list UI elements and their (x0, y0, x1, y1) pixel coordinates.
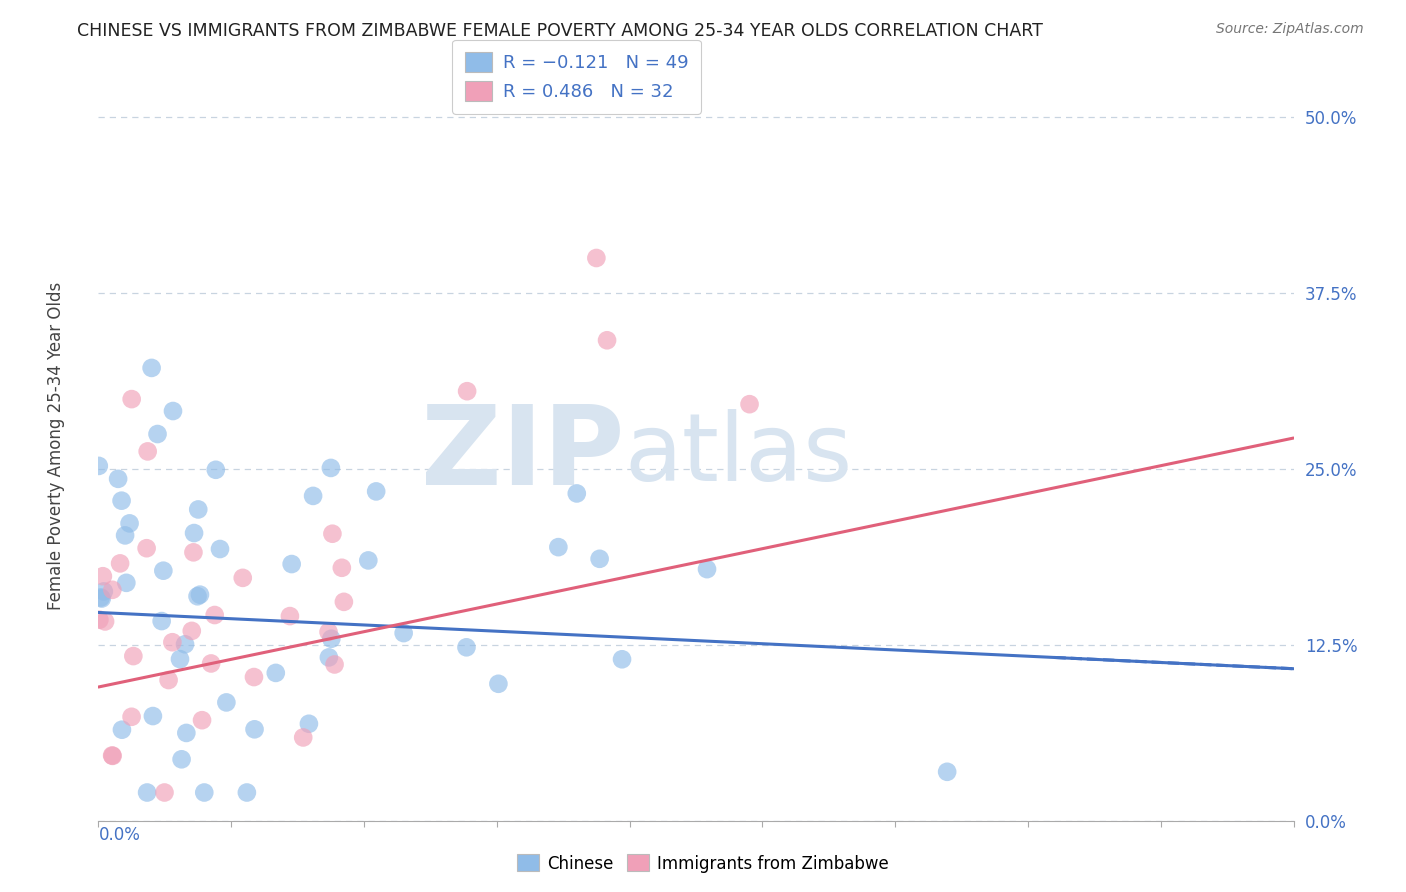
Point (122, 649, 145, 664)
Point (298, 716, 321, 731)
Point (565, 486, 588, 500)
Point (135, 541, 157, 556)
Point (243, 723, 266, 737)
Point (107, 472, 129, 486)
Point (215, 695, 238, 709)
Point (142, 709, 165, 723)
Point (89, 613, 111, 627)
Point (157, 673, 180, 687)
Point (936, 764, 959, 779)
Point (321, 632, 343, 646)
Point (236, 785, 259, 799)
Point (114, 528, 136, 542)
Point (136, 444, 159, 458)
Point (111, 723, 134, 737)
Point (323, 657, 346, 672)
Text: Source: ZipAtlas.com: Source: ZipAtlas.com (1216, 22, 1364, 37)
Point (585, 251, 607, 265)
Point (333, 595, 356, 609)
Point (110, 493, 132, 508)
Point (596, 333, 619, 347)
Point (169, 652, 191, 666)
Point (136, 785, 159, 799)
Point (141, 360, 163, 375)
Point (321, 526, 343, 541)
Point (170, 752, 193, 766)
Point (162, 404, 184, 418)
Point (162, 635, 184, 649)
Point (108, 557, 131, 571)
Point (101, 582, 124, 597)
Point (243, 670, 266, 684)
Point (486, 677, 509, 691)
Point (121, 710, 143, 724)
Point (94, 615, 117, 629)
Point (174, 637, 197, 651)
Text: 0.0%: 0.0% (98, 827, 141, 845)
Point (101, 748, 124, 763)
Point (188, 588, 211, 602)
Point (193, 785, 215, 799)
Point (738, 397, 761, 411)
Point (208, 541, 231, 556)
Point (456, 640, 478, 655)
Point (330, 561, 353, 575)
Point (610, 652, 633, 666)
Point (121, 392, 143, 406)
Point (232, 571, 254, 585)
Point (318, 624, 340, 639)
Point (115, 575, 138, 590)
Point (180, 624, 202, 638)
Point (152, 564, 174, 578)
Point (547, 540, 569, 554)
Point (146, 427, 169, 442)
Text: ZIP: ZIP (420, 401, 624, 508)
Text: atlas: atlas (624, 409, 852, 501)
Point (87, 458, 110, 473)
Legend: R = −0.121   N = 49, R = 0.486   N = 32: R = −0.121 N = 49, R = 0.486 N = 32 (453, 40, 700, 114)
Point (200, 657, 222, 671)
Point (118, 516, 141, 531)
Point (204, 607, 226, 622)
Point (204, 463, 226, 477)
Point (302, 489, 325, 503)
Point (150, 614, 173, 628)
Legend: Chinese, Immigrants from Zimbabwe: Chinese, Immigrants from Zimbabwe (510, 847, 896, 880)
Point (153, 785, 176, 799)
Point (392, 626, 415, 640)
Point (696, 562, 718, 576)
Point (176, 726, 198, 740)
Point (183, 526, 205, 541)
Point (278, 609, 301, 624)
Point (90, 591, 112, 606)
Point (186, 589, 208, 603)
Point (357, 553, 380, 567)
Point (588, 551, 610, 566)
Point (191, 713, 214, 727)
Text: CHINESE VS IMMIGRANTS FROM ZIMBABWE FEMALE POVERTY AMONG 25-34 YEAR OLDS CORRELA: CHINESE VS IMMIGRANTS FROM ZIMBABWE FEMA… (77, 22, 1043, 40)
Text: Female Poverty Among 25-34 Year Olds: Female Poverty Among 25-34 Year Olds (48, 282, 65, 610)
Point (280, 557, 302, 571)
Point (292, 731, 315, 745)
Point (319, 461, 342, 475)
Point (318, 650, 340, 665)
Point (91, 569, 114, 583)
Point (456, 384, 478, 399)
Point (187, 502, 209, 516)
Point (101, 748, 124, 763)
Point (264, 665, 287, 680)
Point (183, 545, 205, 559)
Point (90, 591, 112, 605)
Point (93, 584, 115, 599)
Point (366, 484, 388, 499)
